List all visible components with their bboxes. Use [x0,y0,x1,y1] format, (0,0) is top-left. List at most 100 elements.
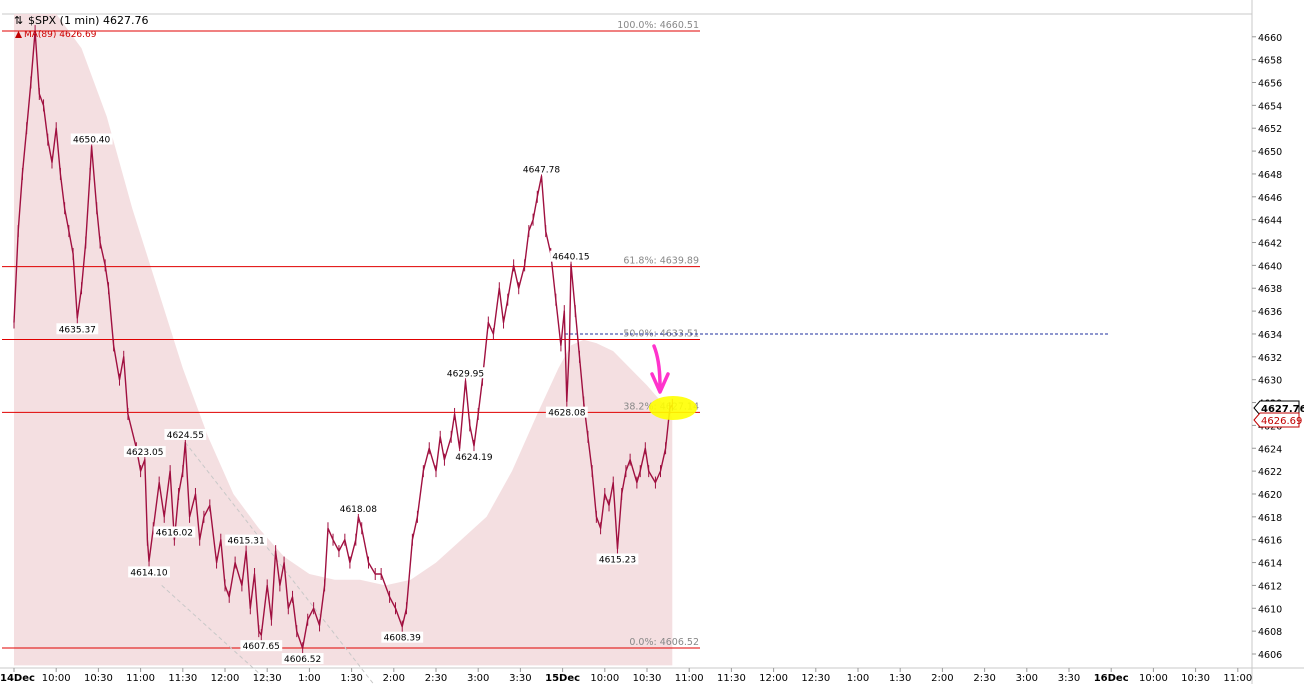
y-tick-label-16: 4638 [1258,284,1282,295]
last-ma-tag: 4626.69 [1253,412,1302,428]
annotation-bg-8 [281,653,324,665]
y-tick-label-7: 4620 [1258,490,1282,501]
annotation-bg-11 [444,367,487,379]
x-tick-label-22: 2:00 [931,673,953,684]
annotation-label-10: 4608.39 [384,634,421,644]
y-tick-label-3: 4612 [1258,581,1282,592]
annotation-label-4: 4614.10 [130,568,167,578]
annotation-bg-0 [70,133,113,145]
annotation-bg-15 [545,406,588,418]
annotation-label-1: 4635.37 [59,325,96,335]
fib-label-0: 100.0%: 4660.51 [617,20,699,31]
x-tick-label-15: 10:30 [633,673,662,684]
highlight-marker [649,396,697,420]
y-tick-label-22: 4650 [1258,147,1282,158]
x-tick-label-12: 3:30 [509,673,531,684]
fib-label-4: 0.0%: 4606.52 [629,637,699,648]
x-tick-label-19: 12:30 [801,673,830,684]
y-tick-label-4: 4614 [1258,559,1282,570]
annotation-bg-14 [550,250,592,262]
annotation-label-12: 4624.19 [455,453,492,463]
y-tick-label-19: 4644 [1258,216,1282,227]
x-tick-label-9: 2:00 [383,673,405,684]
y-axis: 4606 4608 4610 4612 4614 4616 4618 4620 4622 4624… [1252,33,1282,661]
annotation-label-11: 4629.95 [447,369,484,379]
y-tick-label-5: 4616 [1258,536,1282,547]
annotation-bg-6 [225,534,267,546]
annotation-bg-4 [128,566,170,578]
x-tick-label-0: 14Dec [0,673,35,684]
annotation-bg-12 [453,451,495,463]
y-tick-label-8: 4622 [1258,467,1282,478]
annotation-label-14: 4640.15 [552,253,589,263]
y-tick-label-9: 4624 [1258,444,1282,455]
x-tick-label-16: 11:00 [675,673,704,684]
y-tick-label-13: 4632 [1258,353,1282,364]
y-tick-label-24: 4654 [1258,101,1282,112]
ma-label: MA(89) 4626.69 [24,30,97,40]
annotation-label-2: 4623.05 [126,448,163,458]
y-tick-label-20: 4646 [1258,193,1282,204]
x-tick-label-26: 16Dec [1094,673,1129,684]
x-tick-label-5: 12:00 [211,673,240,684]
x-tick-label-20: 1:00 [847,673,869,684]
y-tick-label-1: 4608 [1258,627,1282,638]
x-tick-label-11: 3:00 [467,673,489,684]
annotation-bg-5 [153,526,196,538]
y-tick-label-0: 4606 [1258,650,1282,661]
ma-layer [14,13,673,666]
x-tick-label-7: 1:00 [298,673,320,684]
x-axis: 14Dec 10:00 10:30 11:00 11:30 12:00 12:30 1:00 1… [0,668,1252,684]
x-tick-label-8: 1:30 [340,673,362,684]
trend-line-2 [161,585,276,688]
x-tick-label-10: 2:30 [425,673,447,684]
x-tick-label-27: 10:00 [1139,673,1168,684]
y-tick-label-26: 4658 [1258,56,1282,67]
annotation-bg-10 [381,631,424,643]
annotation-layer: 4650.40 4635.37 4623.05 4624.55 4614.10 4616.… [56,133,639,665]
last-price-text: 4627.76 [1261,404,1304,415]
x-tick-label-2: 10:30 [84,673,113,684]
annotation-bg-9 [337,502,380,514]
y-tick-label-14: 4634 [1258,330,1282,341]
annotation-label-13: 4647.78 [523,165,560,175]
trend-line-1 [184,442,378,688]
x-tick-label-3: 11:00 [126,673,155,684]
annotation-label-15: 4628.08 [548,409,585,419]
x-tick-label-14: 10:00 [590,673,619,684]
annotation-bg-13 [520,163,563,175]
x-tick-label-23: 2:30 [973,673,995,684]
x-tick-label-21: 1:30 [889,673,911,684]
x-tick-label-28: 10:30 [1181,673,1210,684]
chart-icon: ⇅ [14,14,23,27]
x-tick-label-1: 10:00 [42,673,71,684]
pink-arrow-icon [650,344,670,394]
y-tick-label-25: 4656 [1258,79,1282,90]
x-tick-label-17: 11:30 [717,673,746,684]
last-ma-text: 4626.69 [1261,416,1302,427]
x-tick-label-24: 3:00 [1016,673,1038,684]
x-tick-label-25: 3:30 [1058,673,1080,684]
ma-area [14,13,673,666]
y-tick-label-23: 4652 [1258,124,1282,135]
annotation-label-7: 4607.65 [243,642,280,652]
annotation-label-5: 4616.02 [156,528,193,538]
x-tick-label-6: 12:30 [253,673,282,684]
y-tick-label-18: 4642 [1258,239,1282,250]
y-tick-label-15: 4636 [1258,307,1282,318]
annotation-bg-1 [56,323,99,335]
y-tick-label-17: 4640 [1258,261,1282,272]
annotation-label-0: 4650.40 [73,136,110,146]
y-tick-label-6: 4618 [1258,513,1282,524]
annotation-bg-7 [240,640,283,652]
annotation-bg-2 [123,446,166,458]
annotation-label-16: 4615.23 [599,556,636,566]
y-tick-label-12: 4630 [1258,376,1282,387]
x-tick-label-29: 11:00 [1223,673,1252,684]
x-tick-label-4: 11:30 [168,673,197,684]
ma-triangle-icon [15,31,22,38]
y-tick-label-27: 4660 [1258,33,1282,44]
annotation-label-6: 4615.31 [227,537,264,547]
